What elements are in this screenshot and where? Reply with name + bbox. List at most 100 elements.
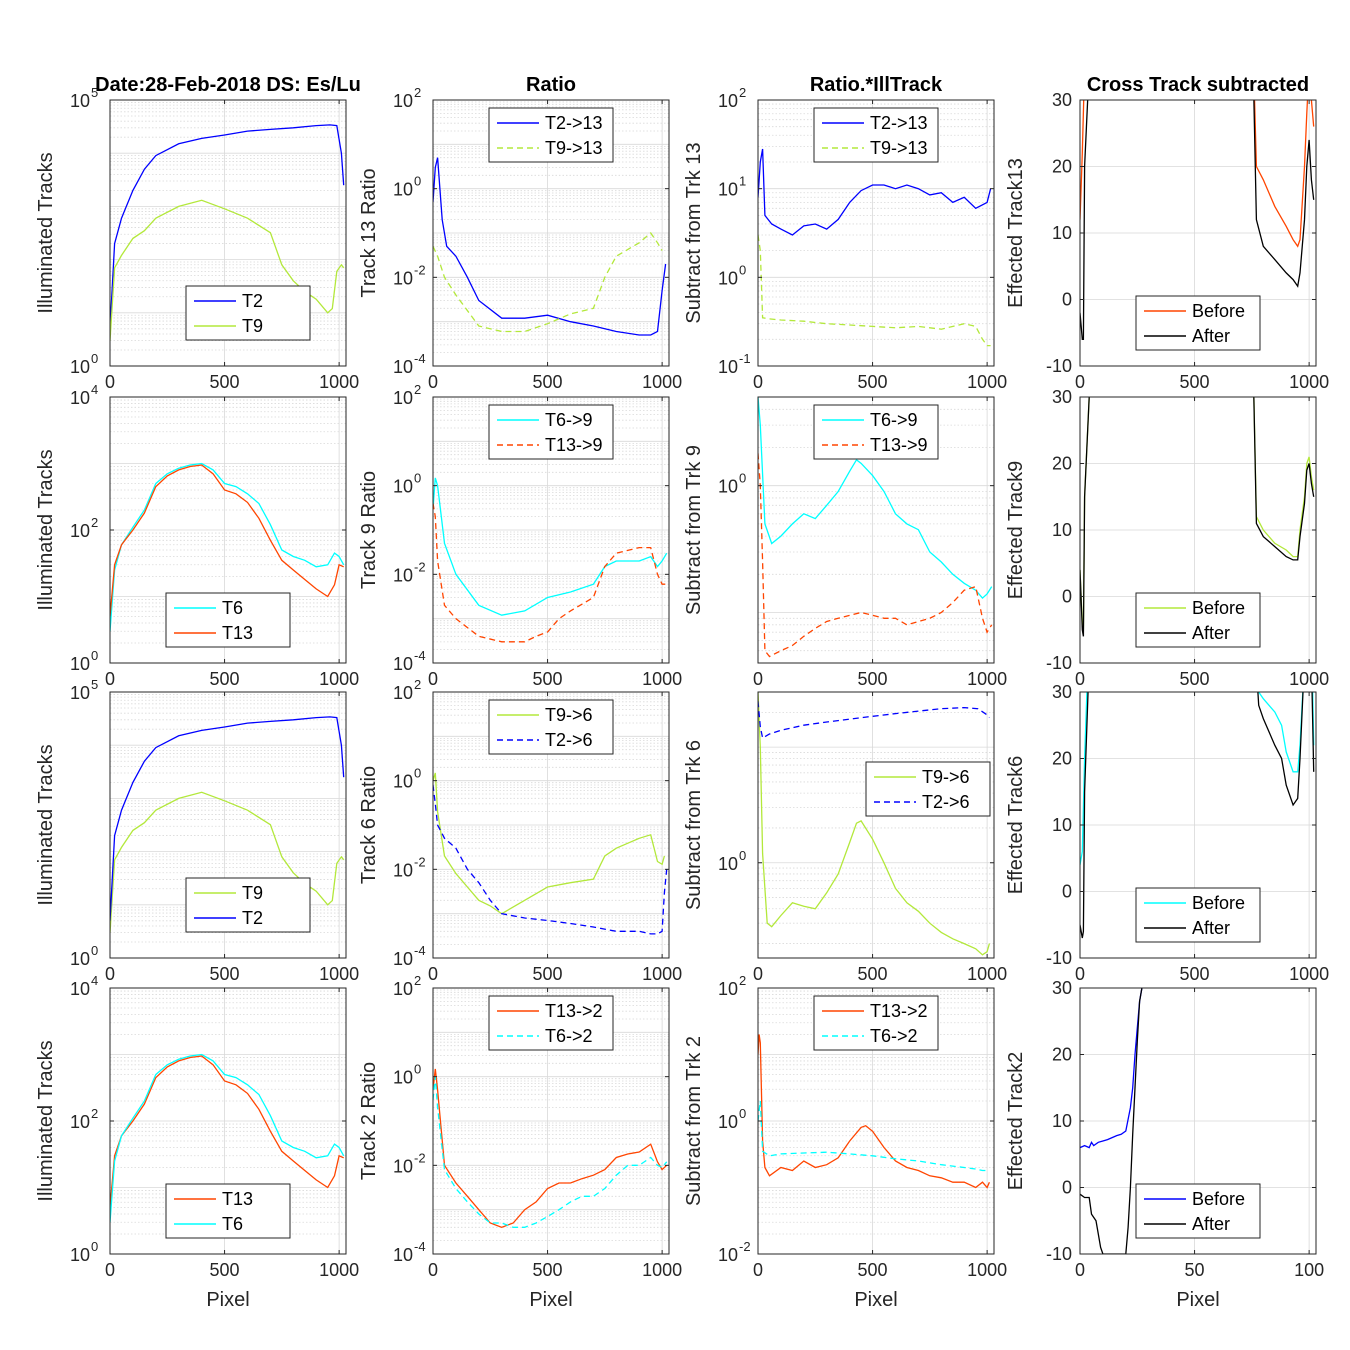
- y-tick-label: 10: [393, 565, 413, 585]
- y-tick-label: -10: [1046, 1244, 1072, 1264]
- x-tick-label: 1000: [967, 669, 1007, 689]
- x-tick-label: 500: [210, 964, 240, 984]
- y-tick-exponent: -4: [414, 648, 426, 663]
- series-line-T6->9: [758, 397, 993, 600]
- legend-label: After: [1192, 918, 1230, 938]
- y-tick-label: 10: [718, 854, 738, 874]
- y-tick-exponent: 0: [414, 471, 421, 486]
- y-tick-label: 10: [718, 91, 738, 111]
- x-tick-label: 1000: [1289, 964, 1329, 984]
- x-tick-label: 0: [753, 669, 763, 689]
- y-tick-exponent: -2: [414, 1150, 426, 1165]
- y-axis-label: Track 2 Ratio: [358, 1062, 380, 1180]
- series-line-After: [1080, 988, 1143, 1254]
- legend: T9->6 T2->6: [488, 699, 614, 755]
- legend: Before After: [1135, 295, 1261, 351]
- legend-box: [1135, 1183, 1261, 1239]
- x-tick-label: 500: [858, 1260, 888, 1280]
- y-tick-label: 10: [393, 654, 413, 674]
- legend-label: After: [1192, 623, 1230, 643]
- y-tick-label: 10: [70, 357, 90, 377]
- series-line-T9->13: [433, 232, 663, 333]
- y-tick-exponent: -2: [739, 1239, 751, 1254]
- x-tick-label: 500: [858, 372, 888, 392]
- y-axis-label: Effected Track6: [1005, 756, 1027, 895]
- y-tick-exponent: 0: [91, 1239, 98, 1254]
- x-tick-label: 0: [753, 372, 763, 392]
- y-tick-exponent: 2: [739, 973, 746, 988]
- axes-box: [432, 987, 670, 1255]
- axes-box: [109, 99, 347, 367]
- y-tick-label: 30: [1052, 978, 1072, 998]
- x-tick-label: 1000: [967, 1260, 1007, 1280]
- grid: [757, 691, 994, 958]
- chart-title: Ratio: [526, 74, 576, 96]
- series-line-T9: [110, 791, 345, 933]
- y-tick-label: 10: [393, 357, 413, 377]
- y-tick-label: 0: [1062, 587, 1072, 607]
- series-line-T13: [110, 1055, 344, 1208]
- y-tick-exponent: -4: [414, 943, 426, 958]
- y-tick-label: 10: [393, 1245, 413, 1265]
- y-tick-label: 10: [393, 180, 413, 200]
- y-tick-exponent: 0: [739, 262, 746, 277]
- y-tick-label: 10: [393, 388, 413, 408]
- legend-label: T9->6: [545, 705, 593, 725]
- legend-label: Before: [1192, 1189, 1245, 1209]
- legend-box: [488, 404, 614, 460]
- y-axis-label: Subtract from Trk 6: [683, 740, 705, 910]
- x-tick-label: 500: [210, 372, 240, 392]
- x-tick-label: 500: [533, 1260, 563, 1280]
- legend-label: T6->2: [870, 1026, 918, 1046]
- legend-box: [813, 995, 939, 1051]
- legend-label: T13: [222, 1189, 253, 1209]
- x-tick-label: 0: [428, 1260, 438, 1280]
- axes-box: [757, 99, 995, 367]
- legend-box: [488, 699, 614, 755]
- y-axis-label: Effected Track13: [1005, 158, 1027, 308]
- y-tick-exponent: -4: [414, 351, 426, 366]
- y-tick-label: 10: [718, 357, 738, 377]
- chart-title: Date:28-Feb-2018 DS: Es/Lu: [95, 74, 361, 96]
- legend-label: T6: [222, 1214, 243, 1234]
- y-tick-label: 10: [393, 1156, 413, 1176]
- x-tick-label: 500: [533, 669, 563, 689]
- y-tick-exponent: 2: [414, 85, 421, 100]
- legend-label: T13: [222, 623, 253, 643]
- legend-box: [1135, 887, 1261, 943]
- x-axis-label: Pixel: [854, 1289, 897, 1311]
- series-line-T13->2: [433, 1068, 668, 1228]
- legend: T13->2 T6->2: [813, 995, 939, 1051]
- x-axis-label: Pixel: [1176, 1289, 1219, 1311]
- x-tick-label: 1000: [642, 1260, 682, 1280]
- y-tick-label: 10: [393, 979, 413, 999]
- y-tick-label: 10: [70, 1112, 90, 1132]
- series-line-T9->13: [758, 234, 991, 347]
- legend-box: [865, 761, 991, 817]
- x-tick-label: 500: [1180, 372, 1210, 392]
- x-tick-label: 1000: [1289, 372, 1329, 392]
- series-line-T6->9: [433, 477, 668, 616]
- x-tick-label: 100: [1294, 1260, 1324, 1280]
- axes-box: [432, 99, 670, 367]
- series-line-After: [1080, 100, 1315, 341]
- legend: T13->2 T6->2: [488, 995, 614, 1051]
- x-tick-label: 0: [1075, 372, 1085, 392]
- legend-label: T2->13: [545, 113, 603, 133]
- y-tick-exponent: 2: [414, 677, 421, 692]
- legend-label: After: [1192, 1214, 1230, 1234]
- x-tick-label: 500: [533, 372, 563, 392]
- legend-box: [1135, 592, 1261, 648]
- legend-box: [488, 107, 614, 163]
- legend-label: T2: [242, 908, 263, 928]
- y-tick-exponent: 0: [414, 766, 421, 781]
